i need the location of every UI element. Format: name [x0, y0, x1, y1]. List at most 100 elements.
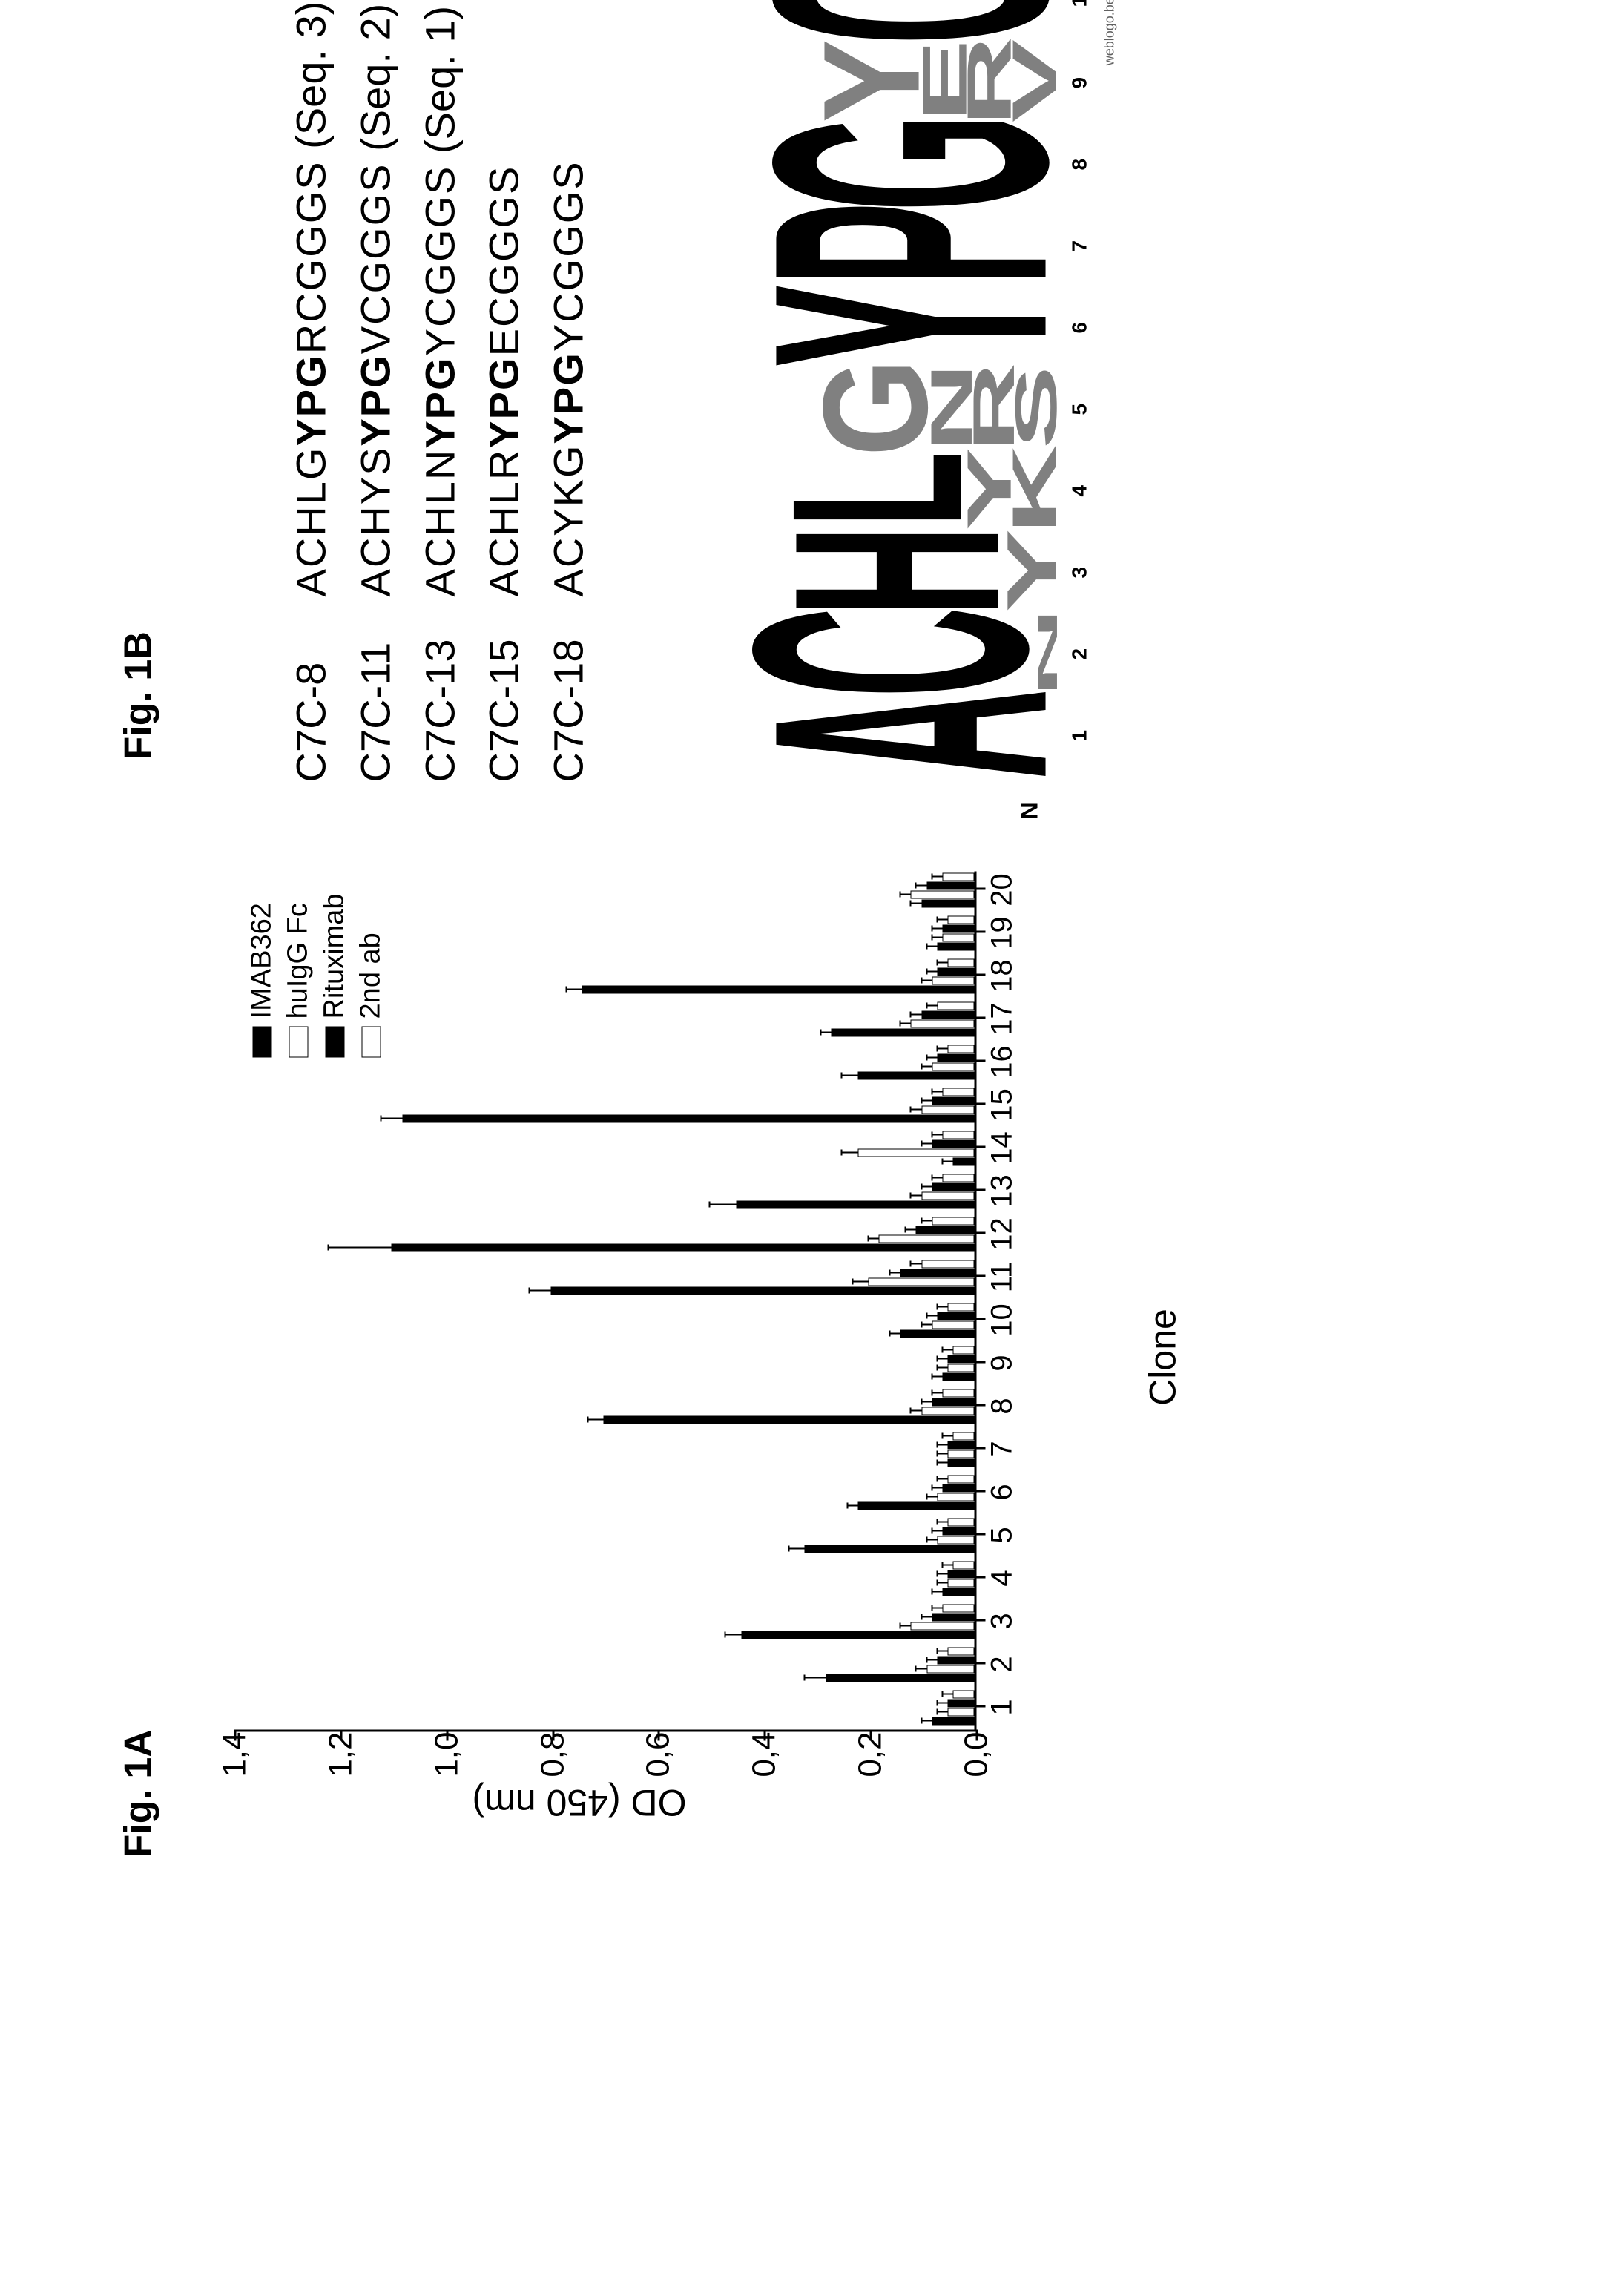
sequence-row: C7C-13ACHLNYPGYCGGGS (Seq. 1)	[408, 1, 472, 782]
bar	[736, 1200, 974, 1208]
bar	[938, 942, 975, 950]
bar	[948, 1647, 975, 1655]
logo-letter: V	[1044, 39, 1058, 122]
error-bar	[789, 1548, 805, 1550]
x-tick	[975, 1662, 986, 1664]
error-bar	[820, 1032, 831, 1033]
logo-letter: R	[1004, 362, 1015, 453]
x-tick-label: 15	[986, 1088, 1019, 1122]
x-tick	[975, 887, 986, 889]
logo-column: KYL	[793, 448, 1058, 530]
bar	[932, 1320, 974, 1329]
error-cap	[788, 1546, 790, 1552]
bar	[921, 1191, 974, 1200]
bar	[921, 1010, 974, 1019]
error-bar	[911, 1195, 921, 1197]
bar	[857, 1148, 974, 1157]
error-cap	[921, 1141, 922, 1147]
x-tick-label: 1	[986, 1699, 1019, 1715]
bar	[932, 1139, 974, 1148]
x-tick	[975, 1619, 986, 1621]
bar	[932, 976, 974, 984]
error-bar	[926, 1659, 937, 1661]
error-bar	[938, 962, 948, 964]
error-cap	[926, 1657, 927, 1663]
bar	[916, 1226, 975, 1234]
bar	[948, 1441, 975, 1449]
legend-label: Rituximab	[319, 893, 351, 1019]
error-bar	[938, 1358, 948, 1360]
error-cap	[937, 1571, 938, 1577]
error-cap	[921, 1614, 922, 1620]
error-cap	[942, 1159, 944, 1165]
error-bar	[926, 946, 937, 947]
error-cap	[937, 1046, 938, 1052]
bar	[938, 1536, 975, 1544]
bar	[943, 1604, 975, 1612]
error-cap	[926, 1494, 927, 1500]
bar	[953, 1561, 975, 1569]
logo-letter: G	[527, 114, 1058, 211]
bar	[938, 1656, 975, 1664]
error-bar	[587, 1419, 603, 1421]
bar-chart: OD (450 nm) IMAB362huIgG FcRituximab2nd …	[220, 856, 1110, 1858]
bar	[948, 1355, 975, 1363]
y-tick-label: 1,4	[217, 1731, 254, 1777]
y-tick-label: 0,2	[852, 1731, 889, 1777]
logo-column: NC	[757, 611, 1058, 693]
error-cap	[931, 1390, 932, 1396]
error-cap	[910, 901, 912, 907]
error-cap	[931, 1374, 932, 1380]
x-tick-label: 4	[986, 1570, 1019, 1586]
logo-position-label: 2	[1068, 648, 1092, 659]
error-cap	[926, 969, 927, 975]
error-bar	[938, 1711, 948, 1713]
bar	[938, 1001, 975, 1010]
bar	[948, 1708, 975, 1716]
bar	[938, 1053, 975, 1062]
logo-position-label: 4	[1068, 484, 1092, 496]
sequence-tail: (Seq. 1)	[416, 5, 463, 165]
logo-position-label: 1	[1068, 729, 1092, 741]
error-cap	[846, 1503, 848, 1509]
error-cap	[910, 1107, 912, 1113]
error-bar	[530, 1290, 551, 1292]
error-bar	[921, 1220, 932, 1222]
error-bar	[911, 1263, 921, 1265]
x-tick	[975, 1533, 986, 1535]
error-cap	[942, 1347, 944, 1353]
error-cap	[937, 1460, 938, 1466]
logo-letter: Y	[527, 284, 1058, 367]
sequence-tail: (Seq. 2)	[352, 3, 398, 162]
x-tick	[975, 1102, 986, 1105]
bar	[948, 958, 975, 967]
logo-column: C	[777, 0, 1058, 40]
y-tick-label: 0,6	[640, 1731, 677, 1777]
bar	[832, 1028, 975, 1036]
figure-content: Fig. 1A Fig. 1B OD (450 nm) IMAB362huIgG…	[94, 349, 1504, 1947]
x-tick	[975, 1231, 986, 1234]
x-tick-label: 9	[986, 1355, 1019, 1371]
error-bar	[932, 928, 942, 930]
x-axis-label: Clone	[1142, 1309, 1185, 1406]
error-cap	[931, 1605, 932, 1611]
x-tick	[975, 1404, 986, 1406]
sequence-logo: N C weblogo.berkeley.edu A1NC2YH3KYL4SRN…	[702, 0, 1118, 819]
bar	[932, 1182, 974, 1191]
error-bar	[938, 1444, 948, 1446]
error-cap	[931, 1175, 932, 1181]
error-bar	[921, 1066, 932, 1068]
error-cap	[921, 1184, 922, 1190]
x-tick	[975, 1274, 986, 1277]
error-bar	[567, 989, 582, 990]
logo-column: YH	[796, 530, 1058, 611]
error-bar	[938, 1367, 948, 1369]
bar	[948, 1518, 975, 1526]
x-tick-label: 19	[986, 916, 1019, 950]
x-tick-label: 16	[986, 1045, 1019, 1079]
bar	[953, 1157, 975, 1165]
error-bar	[932, 876, 942, 878]
error-bar	[381, 1118, 403, 1119]
error-bar	[921, 1401, 932, 1403]
error-cap	[566, 987, 567, 993]
